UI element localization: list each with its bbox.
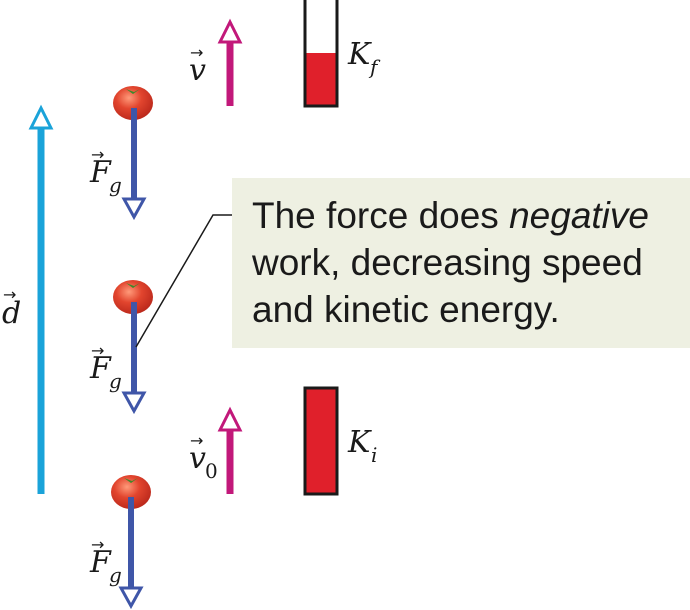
- svg-text:v: v: [189, 441, 206, 476]
- callout-line-1: The force does negative: [252, 195, 649, 236]
- svg-text:d: d: [2, 296, 21, 331]
- svg-text:0: 0: [205, 459, 218, 483]
- svg-text:g: g: [109, 173, 122, 197]
- svg-text:F: F: [89, 545, 112, 580]
- force-arrow-middle: [121, 302, 147, 415]
- callout-leader-line: [135, 214, 244, 348]
- svg-text:g: g: [109, 563, 122, 587]
- callout-line-3: and kinetic energy.: [252, 289, 560, 330]
- svg-text:→: →: [91, 535, 104, 554]
- callout-emphasis: negative: [509, 195, 649, 236]
- velocity-initial-arrow: [217, 406, 243, 494]
- svg-text:→: →: [91, 341, 104, 360]
- svg-text:→: →: [3, 285, 16, 304]
- force-arrow-top: [121, 108, 147, 221]
- velocity-final-arrow: [217, 18, 243, 106]
- tomato-middle: [113, 280, 153, 314]
- svg-text:→: →: [91, 145, 104, 164]
- svg-text:g: g: [109, 369, 122, 393]
- svg-text:K: K: [347, 425, 372, 460]
- callout-box: The force does negative work, decreasing…: [232, 178, 690, 348]
- kinetic-energy-final-label: K f: [347, 37, 381, 79]
- force-label-middle: F g →: [89, 341, 122, 393]
- tomato-top: [113, 86, 153, 120]
- displacement-arrow: [28, 104, 54, 494]
- force-label-bottom: F g →: [89, 535, 122, 587]
- velocity-final-label: v →: [189, 43, 206, 88]
- svg-text:i: i: [371, 443, 377, 467]
- svg-text:v: v: [189, 53, 206, 88]
- tomato-bottom: [111, 475, 151, 509]
- svg-text:f: f: [368, 55, 381, 79]
- force-label-top: F g →: [89, 145, 122, 197]
- kinetic-energy-final-bar: [303, 0, 339, 108]
- svg-text:F: F: [89, 155, 112, 190]
- svg-text:→: →: [190, 431, 203, 450]
- velocity-initial-label: v 0 →: [189, 431, 218, 483]
- kinetic-energy-initial-bar: [303, 386, 339, 496]
- svg-text:F: F: [89, 351, 112, 386]
- displacement-label: d →: [2, 285, 21, 331]
- force-arrow-bottom: [118, 497, 144, 610]
- svg-text:→: →: [190, 43, 203, 62]
- svg-text:K: K: [347, 37, 372, 72]
- callout-line-2: work, decreasing speed: [252, 242, 643, 283]
- kinetic-energy-initial-label: K i: [347, 425, 377, 467]
